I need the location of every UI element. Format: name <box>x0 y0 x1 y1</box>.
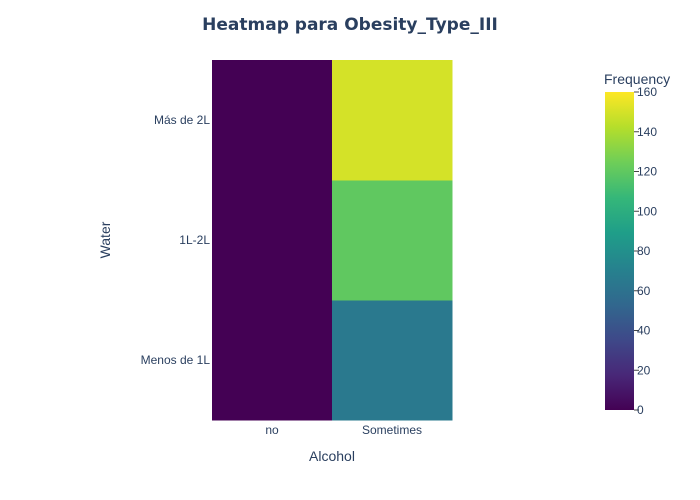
heatmap-cell <box>212 180 333 301</box>
colorbar-gradient <box>605 92 634 410</box>
y-axis-label: Water <box>97 221 113 258</box>
colorbar: Frequency 0 20 40 60 80 100 120 140 160 <box>604 71 670 417</box>
colorbar-tick-label: 120 <box>637 165 657 179</box>
x-tick-label: no <box>265 423 279 437</box>
y-tick-label: Menos de 1L <box>141 353 211 367</box>
colorbar-tick-label: 80 <box>637 244 651 258</box>
y-axis-ticks: Menos de 1L 1L-2L Más de 2L <box>141 113 211 367</box>
y-tick-label: 1L-2L <box>179 233 210 247</box>
x-tick-label: Sometimes <box>362 423 422 437</box>
heatmap-cell <box>212 60 333 181</box>
colorbar-tick-label: 0 <box>637 403 644 417</box>
heatmap-cell <box>332 180 453 301</box>
colorbar-tick-label: 160 <box>637 85 657 99</box>
y-tick-label: Más de 2L <box>154 113 210 127</box>
colorbar-tick-label: 100 <box>637 204 657 218</box>
colorbar-ticks: 0 20 40 60 80 100 120 140 160 <box>634 85 657 417</box>
heatmap-cell <box>332 60 453 181</box>
chart-title: Heatmap para Obesity_Type_III <box>202 15 498 35</box>
x-axis-label: Alcohol <box>309 448 355 464</box>
colorbar-tick-label: 140 <box>637 125 657 139</box>
x-axis-ticks: no Sometimes <box>265 423 422 437</box>
colorbar-tick-label: 20 <box>637 363 651 377</box>
colorbar-tick-label: 60 <box>637 284 651 298</box>
heatmap-cell <box>332 300 453 421</box>
heatmap-cells <box>212 60 453 421</box>
colorbar-title: Frequency <box>604 71 670 87</box>
heatmap-cell <box>212 300 333 421</box>
colorbar-tick-label: 40 <box>637 324 651 338</box>
